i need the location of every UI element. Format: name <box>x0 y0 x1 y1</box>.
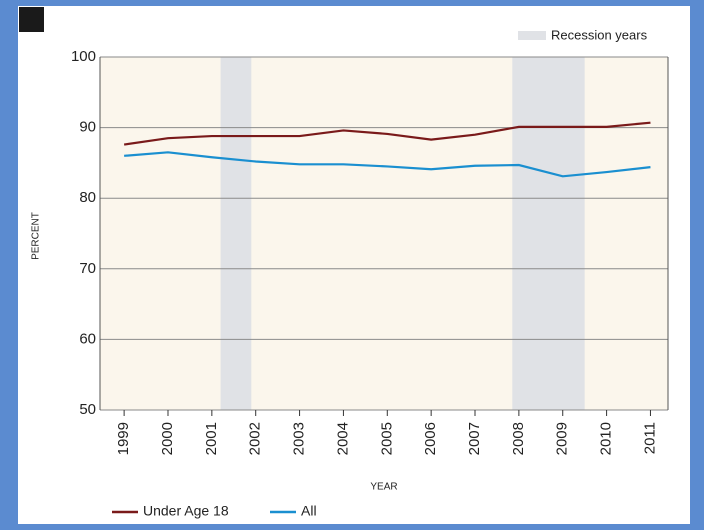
y-tick-label: 50 <box>79 401 96 418</box>
series-line <box>124 151 651 178</box>
legend-label: All <box>301 503 317 519</box>
recession-legend-swatch <box>518 31 546 40</box>
y-tick-label: 90 <box>79 119 96 136</box>
x-tick-label: 2006 <box>422 422 439 455</box>
x-tick-label: 1999 <box>115 422 132 455</box>
recession-band <box>512 57 585 410</box>
series-line <box>123 121 651 146</box>
y-tick-label: 80 <box>79 189 96 206</box>
y-tick-label: 100 <box>71 48 96 65</box>
y-tick-label: 70 <box>79 260 96 277</box>
x-tick-label: 2005 <box>378 422 395 455</box>
x-axis-label: YEAR <box>370 482 397 493</box>
recession-band <box>220 57 252 410</box>
x-tick-label: 2009 <box>554 422 571 455</box>
x-tick-label: 2001 <box>203 422 220 455</box>
x-tick-label: 2008 <box>510 422 527 455</box>
x-tick-label: 2000 <box>159 422 176 455</box>
x-tick-label: 2002 <box>247 422 264 455</box>
x-tick-label: 2010 <box>598 422 615 455</box>
recession-legend-label: Recession years <box>551 27 648 42</box>
corner-square <box>19 7 44 32</box>
legend-label: Under Age 18 <box>143 503 229 519</box>
x-tick-label: 2011 <box>641 422 658 454</box>
x-tick-label: 2004 <box>334 422 351 455</box>
x-tick-label: 2007 <box>466 422 483 455</box>
y-tick-label: 60 <box>79 330 96 347</box>
x-tick-label: 2003 <box>291 422 308 455</box>
y-axis-label: PERCENT <box>31 212 42 260</box>
